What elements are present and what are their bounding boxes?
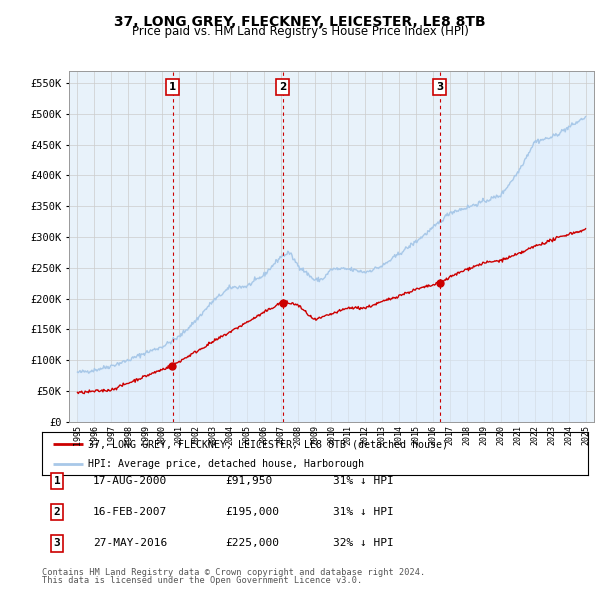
Text: 2024: 2024 xyxy=(564,425,573,445)
Text: 1995: 1995 xyxy=(73,425,82,445)
Text: 2005: 2005 xyxy=(242,425,251,445)
Text: 2015: 2015 xyxy=(412,425,421,445)
Text: 16-FEB-2007: 16-FEB-2007 xyxy=(93,507,167,517)
Text: 2: 2 xyxy=(53,507,61,517)
Text: 2007: 2007 xyxy=(276,425,285,445)
Text: 2019: 2019 xyxy=(479,425,488,445)
Text: 2008: 2008 xyxy=(293,425,302,445)
Text: 32% ↓ HPI: 32% ↓ HPI xyxy=(333,539,394,548)
Text: 1996: 1996 xyxy=(90,425,99,445)
Text: 1997: 1997 xyxy=(107,425,116,445)
Text: 2018: 2018 xyxy=(463,425,472,445)
Text: 17-AUG-2000: 17-AUG-2000 xyxy=(93,476,167,486)
Text: 1: 1 xyxy=(53,476,61,486)
Text: 2003: 2003 xyxy=(208,425,217,445)
Text: 2013: 2013 xyxy=(378,425,387,445)
Text: 3: 3 xyxy=(436,81,443,91)
Text: 37, LONG GREY, FLECKNEY, LEICESTER, LE8 8TB (detached house): 37, LONG GREY, FLECKNEY, LEICESTER, LE8 … xyxy=(88,440,448,450)
Text: Contains HM Land Registry data © Crown copyright and database right 2024.: Contains HM Land Registry data © Crown c… xyxy=(42,568,425,577)
Text: This data is licensed under the Open Government Licence v3.0.: This data is licensed under the Open Gov… xyxy=(42,576,362,585)
Text: 2: 2 xyxy=(279,81,286,91)
Text: 2020: 2020 xyxy=(496,425,505,445)
Text: Price paid vs. HM Land Registry's House Price Index (HPI): Price paid vs. HM Land Registry's House … xyxy=(131,25,469,38)
Text: 31% ↓ HPI: 31% ↓ HPI xyxy=(333,507,394,517)
Text: 2001: 2001 xyxy=(175,425,184,445)
Text: 2021: 2021 xyxy=(513,425,522,445)
Text: 27-MAY-2016: 27-MAY-2016 xyxy=(93,539,167,548)
Text: 1998: 1998 xyxy=(124,425,133,445)
Text: 1999: 1999 xyxy=(141,425,150,445)
Text: 2022: 2022 xyxy=(530,425,539,445)
Text: 1: 1 xyxy=(169,81,176,91)
Text: 2016: 2016 xyxy=(428,425,437,445)
Text: 2009: 2009 xyxy=(310,425,319,445)
Text: 2000: 2000 xyxy=(158,425,167,445)
Text: 2025: 2025 xyxy=(581,425,590,445)
Text: 2014: 2014 xyxy=(395,425,404,445)
Text: 2006: 2006 xyxy=(259,425,268,445)
Text: 2012: 2012 xyxy=(361,425,370,445)
Text: £225,000: £225,000 xyxy=(225,539,279,548)
Text: 2011: 2011 xyxy=(344,425,353,445)
Text: £195,000: £195,000 xyxy=(225,507,279,517)
Text: 2010: 2010 xyxy=(327,425,336,445)
Text: 3: 3 xyxy=(53,539,61,548)
Text: 2023: 2023 xyxy=(547,425,556,445)
Text: HPI: Average price, detached house, Harborough: HPI: Average price, detached house, Harb… xyxy=(88,460,364,469)
Text: 2017: 2017 xyxy=(446,425,455,445)
Text: 37, LONG GREY, FLECKNEY, LEICESTER, LE8 8TB: 37, LONG GREY, FLECKNEY, LEICESTER, LE8 … xyxy=(114,15,486,29)
Text: 31% ↓ HPI: 31% ↓ HPI xyxy=(333,476,394,486)
Text: £91,950: £91,950 xyxy=(225,476,272,486)
Text: 2004: 2004 xyxy=(226,425,235,445)
Text: 2002: 2002 xyxy=(191,425,200,445)
